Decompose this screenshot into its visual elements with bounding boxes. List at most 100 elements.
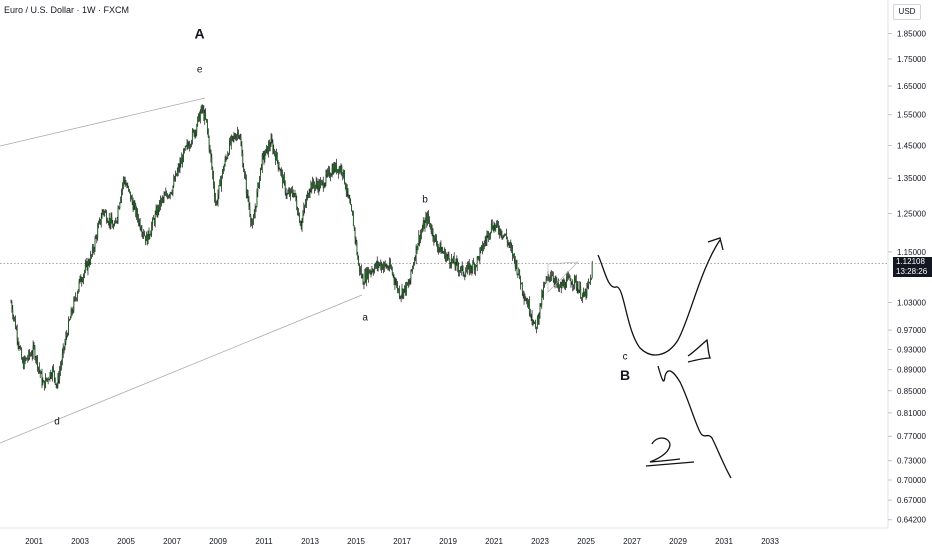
candle-body	[463, 273, 465, 276]
candle-body	[315, 182, 317, 186]
candle-body	[552, 275, 554, 280]
time-axis[interactable]: 2001 2003 2005 2007 2009 2011 2013 2015 2017 2019…	[0, 527, 888, 546]
candle-body	[37, 356, 38, 369]
candle-body	[132, 201, 134, 210]
candle-body	[30, 354, 32, 356]
candle-body	[168, 195, 170, 197]
candle-body	[344, 183, 346, 189]
candle-body	[316, 182, 318, 186]
candle-body	[86, 262, 88, 270]
candle-body	[48, 379, 50, 380]
candle-body	[49, 372, 51, 380]
candle-body	[84, 264, 86, 272]
candle-body	[140, 228, 142, 231]
candle-body	[310, 183, 312, 190]
candle-body	[560, 283, 562, 288]
candle-body	[575, 279, 577, 288]
candle-body	[90, 254, 92, 264]
candle-body	[180, 162, 182, 164]
candle-body	[487, 232, 489, 236]
candle-body	[268, 144, 270, 148]
candle-body	[230, 136, 232, 145]
candle-body	[452, 257, 454, 262]
candle-body	[520, 278, 521, 285]
candle-body	[543, 286, 544, 296]
candle-body	[10, 302, 12, 304]
candle-body	[94, 238, 96, 250]
candle-body	[480, 247, 482, 251]
candle-body	[544, 282, 546, 284]
candle-body	[551, 275, 553, 277]
time-tick-label: 2007	[163, 537, 181, 546]
candle-body	[591, 263, 593, 278]
candle-body	[116, 218, 118, 222]
candle-body	[18, 343, 20, 348]
candle-body	[577, 286, 579, 293]
hand-drawings	[547, 237, 732, 479]
candle-body	[123, 178, 125, 181]
candle-body	[229, 140, 230, 154]
candle-body	[527, 301, 529, 307]
candle-body	[571, 284, 573, 285]
candle-body	[481, 245, 483, 248]
time-tick-label: 2009	[209, 537, 227, 546]
candle-body	[513, 253, 514, 257]
candle-body	[540, 303, 542, 306]
wave-label: B	[620, 367, 630, 383]
candle-body	[378, 264, 380, 267]
time-tick-label: 2015	[347, 537, 365, 546]
candle-body	[241, 145, 243, 154]
candle-body	[425, 216, 427, 221]
candle-body	[382, 266, 384, 270]
candle-body	[415, 246, 417, 259]
time-tick-label: 2033	[761, 537, 779, 546]
candle-body	[272, 142, 274, 152]
candle-body	[459, 270, 461, 271]
candle-body	[367, 269, 369, 278]
candle-body	[14, 317, 15, 319]
candle-body	[257, 183, 259, 193]
candle-body	[195, 130, 197, 133]
candle-body	[543, 283, 545, 287]
candle-body	[409, 280, 411, 285]
candle-body	[233, 135, 235, 138]
price-tick-label: 1.15000	[897, 248, 926, 257]
candle-body	[435, 235, 437, 239]
candle-body	[385, 264, 387, 268]
candle-body	[281, 170, 283, 173]
projection-path-2	[657, 365, 732, 479]
currency-badge[interactable]: USD	[893, 4, 921, 20]
candle-body	[45, 377, 47, 380]
candle-body	[428, 220, 430, 223]
candle-body	[29, 351, 31, 356]
candle-body	[413, 264, 414, 267]
candle-body	[287, 193, 289, 195]
candle-body	[498, 230, 500, 234]
candle-body	[263, 153, 265, 160]
candle-body	[536, 316, 538, 329]
candle-body	[488, 232, 490, 238]
time-tick-label: 2005	[117, 537, 135, 546]
candle-body	[191, 141, 192, 145]
candle-body	[397, 283, 399, 291]
candle-body	[274, 149, 276, 154]
candle-body	[183, 149, 185, 151]
candle-body	[73, 299, 75, 311]
candle-body	[467, 265, 468, 271]
candle-body	[583, 292, 585, 297]
candle-body	[324, 182, 326, 187]
candle-body	[260, 167, 261, 177]
candle-body	[290, 189, 292, 191]
candle-body	[336, 169, 338, 172]
candle-body	[214, 197, 216, 204]
candle-body	[198, 113, 200, 122]
candle-body	[377, 261, 379, 267]
candle-body	[122, 185, 123, 191]
candle-body	[468, 263, 470, 273]
candle-body	[510, 243, 512, 247]
candle-body	[20, 347, 22, 350]
candle-body	[363, 283, 365, 285]
candle-body	[497, 222, 498, 226]
price-axis[interactable]: 1.85000 1.75000 1.65000 1.55000 1.45000 1.350…	[887, 0, 926, 528]
